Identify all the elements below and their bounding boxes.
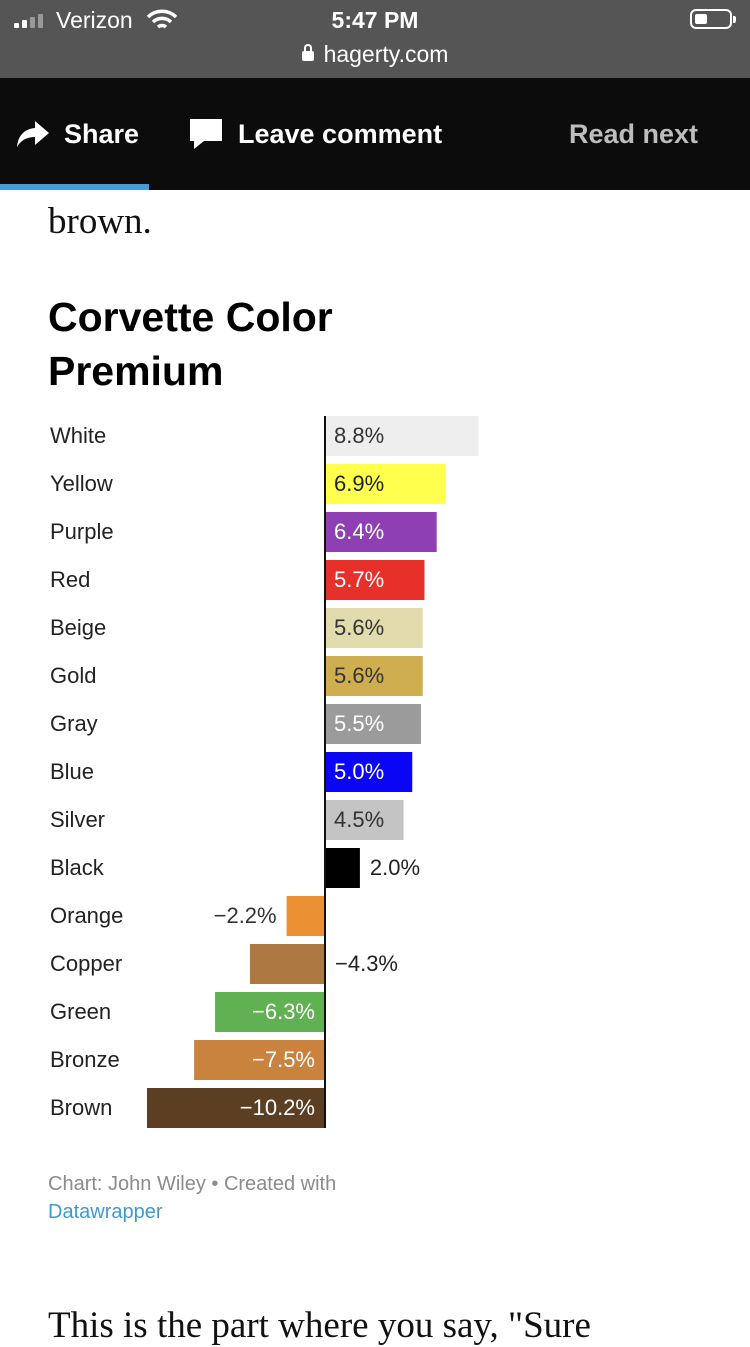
bar-bronze [194, 1040, 325, 1080]
value-label: 5.6% [334, 663, 384, 688]
bar-purple [325, 512, 437, 552]
article-next-paragraph: This is the part where you say, "Sure [48, 1305, 591, 1346]
article-toolbar: Share Leave comment Read next [0, 78, 750, 190]
category-label: Bronze [50, 1047, 120, 1072]
value-label: 6.9% [334, 471, 384, 496]
address-bar[interactable]: hagerty.com [0, 41, 750, 68]
bar-white [325, 416, 479, 456]
bar-gray [325, 704, 421, 744]
wifi-icon [146, 9, 178, 36]
value-label: −2.2% [214, 903, 277, 928]
value-label: 8.8% [334, 423, 384, 448]
comment-bubble-icon [188, 117, 224, 151]
chart-title: Corvette Color Premium [48, 294, 333, 394]
bar-green [215, 992, 325, 1032]
value-label: 4.5% [334, 807, 384, 832]
carrier-name: Verizon [56, 7, 133, 33]
bar-yellow [325, 464, 446, 504]
category-label: Purple [50, 519, 114, 544]
share-button[interactable]: Share [16, 78, 139, 190]
category-label: Red [50, 567, 90, 592]
category-label: Brown [50, 1095, 112, 1120]
chart-credit: Chart: John Wiley • Created with Datawra… [48, 1170, 336, 1226]
bar-copper [249, 944, 325, 984]
value-label: 6.4% [334, 519, 384, 544]
datawrapper-link[interactable]: Datawrapper [48, 1201, 163, 1223]
article-text-fragment: brown. [48, 201, 152, 242]
bar-beige [325, 608, 423, 648]
read-next-label: Read next [569, 118, 699, 149]
share-arrow-icon [16, 119, 50, 149]
category-label: Orange [50, 903, 123, 928]
category-label: White [50, 423, 106, 448]
bar-red [325, 560, 425, 600]
comment-label: Leave comment [238, 118, 443, 149]
value-label: 5.5% [334, 711, 384, 736]
bar-gold [325, 656, 423, 696]
category-label: Yellow [50, 471, 113, 496]
value-label: 2.0% [370, 855, 420, 880]
url-text: hagerty.com [323, 41, 449, 67]
category-label: Blue [50, 759, 94, 784]
value-label: −6.3% [252, 999, 315, 1024]
battery-icon [690, 9, 736, 29]
bar-blue [325, 752, 413, 792]
category-label: Silver [50, 807, 105, 832]
bar-silver [325, 800, 404, 840]
category-label: Gold [50, 663, 96, 688]
read-next-button[interactable]: Read next [569, 78, 698, 190]
active-tab-indicator [0, 184, 149, 190]
category-label: Gray [50, 711, 98, 736]
leave-comment-button[interactable]: Leave comment [188, 78, 442, 190]
credit-text: Chart: John Wiley • Created with [48, 1173, 337, 1195]
status-bar: Verizon 5:47 PM hagerty.com [0, 0, 750, 78]
category-label: Copper [50, 951, 122, 976]
cellular-signal-icon [14, 12, 43, 28]
bar-orange [286, 896, 325, 936]
clock: 5:47 PM [331, 7, 419, 33]
value-label: −4.3% [335, 951, 398, 976]
bar-chart: White 8.8% Yellow 6.9% Purple 6.4% Red 5.7% Beig… [50, 416, 479, 1128]
value-label: 5.7% [334, 567, 384, 592]
category-label: Black [50, 855, 105, 880]
category-label: Green [50, 999, 111, 1024]
value-label: 5.0% [334, 759, 384, 784]
value-label: 5.6% [334, 615, 384, 640]
bar-black [325, 848, 360, 888]
value-label: −10.2% [240, 1095, 315, 1120]
lock-icon [301, 44, 314, 61]
bar-brown [147, 1088, 325, 1128]
value-label: −7.5% [252, 1047, 315, 1072]
category-label: Beige [50, 615, 106, 640]
share-label: Share [64, 118, 140, 149]
